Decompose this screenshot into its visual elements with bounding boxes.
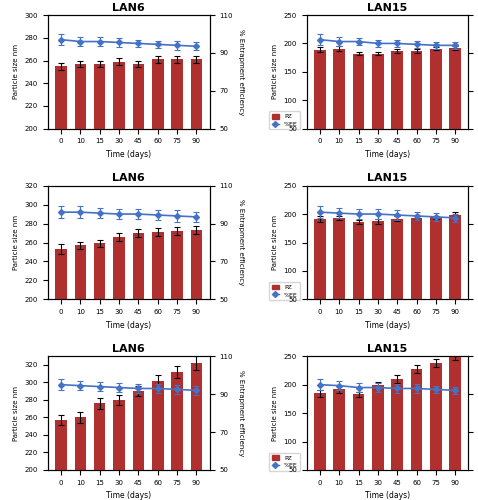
- Bar: [391, 218, 403, 328]
- X-axis label: Time (days): Time (days): [106, 320, 151, 330]
- Bar: [171, 372, 183, 500]
- Bar: [333, 48, 345, 157]
- Bar: [411, 369, 423, 498]
- Bar: [314, 219, 326, 328]
- Bar: [191, 60, 202, 356]
- Bar: [171, 231, 183, 489]
- Y-axis label: % Entrapment efficiency: % Entrapment efficiency: [238, 370, 244, 456]
- Bar: [430, 218, 442, 328]
- Bar: [55, 420, 67, 500]
- Bar: [113, 62, 125, 356]
- Bar: [75, 418, 86, 500]
- Title: LAN6: LAN6: [112, 344, 145, 354]
- Bar: [113, 400, 125, 500]
- Bar: [152, 60, 163, 356]
- Y-axis label: % Entrapment efficiency: % Entrapment efficiency: [238, 28, 244, 115]
- Bar: [55, 249, 67, 489]
- Bar: [113, 237, 125, 489]
- Y-axis label: Particle size nm: Particle size nm: [272, 386, 278, 440]
- Bar: [314, 393, 326, 498]
- Y-axis label: Particle size nm: Particle size nm: [272, 215, 278, 270]
- Legend: PZ, %EE: PZ, %EE: [269, 282, 300, 300]
- Bar: [449, 214, 461, 328]
- Bar: [372, 386, 384, 498]
- Y-axis label: % Entrapment efficiency: % Entrapment efficiency: [238, 200, 244, 286]
- Bar: [430, 363, 442, 498]
- X-axis label: Time (days): Time (days): [106, 150, 151, 159]
- Legend: PZ, %EE: PZ, %EE: [269, 112, 300, 130]
- Bar: [391, 379, 403, 498]
- Bar: [314, 50, 326, 157]
- Bar: [132, 233, 144, 489]
- Bar: [94, 404, 106, 500]
- Bar: [449, 355, 461, 498]
- Title: LAN6: LAN6: [112, 3, 145, 13]
- Bar: [333, 389, 345, 498]
- Bar: [411, 51, 423, 157]
- Bar: [411, 218, 423, 328]
- Bar: [55, 66, 67, 356]
- Bar: [353, 394, 364, 498]
- Bar: [191, 363, 202, 500]
- Bar: [75, 246, 86, 489]
- Bar: [132, 391, 144, 500]
- X-axis label: Time (days): Time (days): [365, 150, 410, 159]
- X-axis label: Time (days): Time (days): [365, 320, 410, 330]
- Legend: PZ, %EE: PZ, %EE: [269, 452, 300, 470]
- Bar: [372, 54, 384, 157]
- Bar: [333, 218, 345, 328]
- X-axis label: Time (days): Time (days): [106, 492, 151, 500]
- Title: LAN15: LAN15: [368, 344, 408, 354]
- Bar: [75, 64, 86, 356]
- Title: LAN15: LAN15: [368, 3, 408, 13]
- Y-axis label: Particle size nm: Particle size nm: [13, 386, 19, 440]
- Title: LAN6: LAN6: [112, 174, 145, 184]
- Y-axis label: Particle size nm: Particle size nm: [13, 44, 19, 100]
- Bar: [372, 222, 384, 328]
- Bar: [171, 60, 183, 356]
- Y-axis label: Particle size nm: Particle size nm: [272, 44, 278, 100]
- Bar: [94, 244, 106, 489]
- X-axis label: Time (days): Time (days): [365, 492, 410, 500]
- Bar: [94, 64, 106, 356]
- Bar: [152, 232, 163, 489]
- Bar: [391, 51, 403, 157]
- Bar: [132, 64, 144, 356]
- Bar: [191, 230, 202, 489]
- Bar: [152, 380, 163, 500]
- Bar: [449, 48, 461, 157]
- Title: LAN15: LAN15: [368, 174, 408, 184]
- Y-axis label: Particle size nm: Particle size nm: [13, 215, 19, 270]
- Bar: [353, 54, 364, 157]
- Bar: [353, 222, 364, 328]
- Bar: [430, 48, 442, 157]
